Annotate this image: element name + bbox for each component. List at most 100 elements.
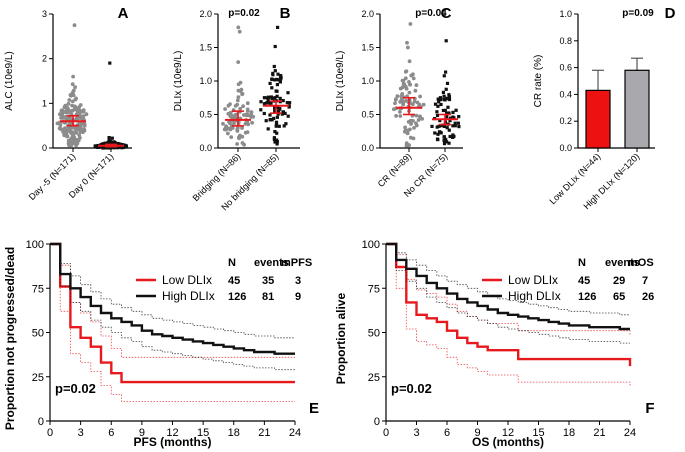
data-point — [69, 130, 74, 134]
data-point — [444, 70, 448, 74]
data-point — [275, 94, 279, 98]
data-point — [407, 90, 412, 95]
data-point — [78, 103, 83, 107]
data-point — [281, 99, 285, 103]
data-point — [263, 102, 267, 106]
data-point — [275, 77, 279, 81]
data-point — [407, 59, 412, 64]
y-axis-label: DLIx (10e9/L) — [335, 51, 346, 112]
y-tick-label: 1.5 — [361, 43, 374, 53]
table-header: mPFS — [281, 257, 312, 269]
x-tick-label: 3 — [78, 427, 84, 439]
x-axis-label: OS (months) — [472, 435, 544, 449]
data-point — [408, 22, 413, 26]
data-point — [237, 136, 242, 141]
table-events: 29 — [613, 275, 625, 287]
ci-band-lower — [50, 243, 295, 371]
data-point — [65, 134, 69, 139]
data-point — [62, 133, 67, 138]
data-point — [278, 96, 282, 100]
data-point — [398, 100, 403, 104]
data-point — [270, 86, 274, 90]
data-point — [65, 105, 70, 110]
data-point — [226, 111, 231, 116]
data-point — [123, 145, 128, 149]
data-point — [408, 127, 412, 132]
data-point — [277, 107, 281, 111]
data-point — [223, 126, 228, 131]
ci-band-upper — [50, 243, 295, 339]
data-point — [444, 39, 448, 43]
data-point — [457, 115, 461, 119]
y-axis-label: ALC (10e9/L) — [4, 51, 15, 110]
data-point — [406, 45, 410, 50]
data-point — [457, 125, 461, 129]
data-point — [281, 110, 285, 114]
data-point — [266, 98, 270, 102]
y-tick-label: 0.5 — [361, 110, 374, 120]
data-point — [73, 104, 77, 109]
data-point — [262, 96, 266, 100]
data-point — [71, 136, 76, 141]
data-point — [241, 104, 246, 109]
data-point — [277, 109, 281, 113]
data-point — [235, 98, 240, 103]
data-point — [270, 77, 274, 81]
data-point — [279, 77, 283, 81]
data-point — [288, 101, 292, 105]
data-point — [93, 144, 98, 148]
data-point — [64, 109, 69, 113]
data-point — [259, 100, 263, 104]
y-axis-label: DLIx (10e9/L) — [173, 51, 184, 112]
table-n: 45 — [578, 275, 590, 287]
data-point — [77, 133, 82, 138]
data-point — [395, 94, 400, 99]
data-point — [439, 131, 443, 135]
data-point — [433, 131, 437, 135]
data-point — [437, 100, 441, 104]
ci-band-lower — [386, 243, 631, 386]
x-tick-label: CR (N=89) — [376, 151, 414, 189]
data-point — [408, 82, 412, 87]
y-tick-label: 2.0 — [199, 9, 212, 19]
data-point — [415, 100, 420, 105]
table-n: 126 — [228, 291, 246, 303]
x-tick-label: 15 — [197, 427, 209, 439]
y-tick-label: 0 — [374, 416, 380, 428]
data-point — [275, 140, 279, 144]
data-point — [411, 76, 416, 81]
data-point — [439, 96, 443, 101]
data-point — [226, 131, 230, 136]
x-tick-label: 21 — [593, 427, 605, 439]
data-point — [265, 101, 269, 105]
data-point — [286, 91, 290, 95]
data-point — [400, 92, 405, 96]
data-point — [240, 134, 245, 139]
data-point — [414, 83, 419, 87]
data-point — [273, 109, 277, 113]
data-point — [273, 130, 277, 134]
data-point — [276, 25, 280, 29]
legend-label: High DLIx — [508, 289, 561, 303]
panel-e: 0 25 50 75 100 0 3 6 9 12 15 18 21 24 Proportion not p… — [3, 239, 312, 449]
data-point — [443, 108, 447, 112]
data-point — [108, 61, 112, 65]
data-point — [393, 101, 397, 106]
data-point — [229, 113, 234, 118]
data-point — [250, 120, 255, 125]
data-point — [447, 93, 451, 97]
ci-band-lower — [50, 243, 295, 402]
data-point — [445, 81, 450, 85]
ci-band-upper — [386, 243, 631, 336]
data-point — [82, 123, 87, 128]
data-point — [282, 124, 286, 128]
table-header: events — [254, 257, 289, 269]
data-point — [268, 113, 272, 117]
data-point — [275, 106, 279, 110]
data-point — [249, 113, 254, 117]
data-point — [271, 73, 275, 77]
data-point — [235, 142, 240, 146]
data-point — [67, 98, 72, 102]
